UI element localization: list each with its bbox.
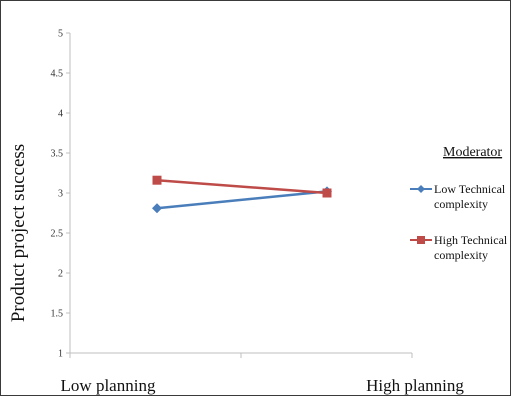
legend-marker-square [417,236,425,244]
y-tick-label: 3.5 [51,149,64,160]
legend-marker-diamond [417,185,425,193]
legend-label-high-technical-complexity: High Technical complexity [434,233,510,262]
series-layer [152,175,332,214]
y-tick-label: 1 [58,349,63,360]
legend-label-low-technical-complexity: Low Technical complexity [434,182,508,211]
data-point-high-technical-complexity [322,188,332,198]
data-point-low-technical-complexity [152,203,162,214]
y-tick-label: 4.5 [51,69,64,80]
series-line-high-technical-complexity [156,178,328,195]
data-point-high-technical-complexity [152,175,162,185]
x-category-label-low-planning: Low planning [61,376,156,395]
x-axis [69,352,413,358]
y-tick-label: 1.5 [51,309,64,320]
series-line-low-technical-complexity [156,190,328,210]
legend-item-high-technical-complexity: High Technical complexity [410,233,510,262]
y-tick-label: 2 [58,269,63,280]
legend: Moderator Low Technical complexity High … [410,145,510,262]
legend-item-low-technical-complexity: Low Technical complexity [410,182,508,211]
y-axis-label: Product project success [8,144,29,322]
y-tick-label: 4 [58,109,63,120]
y-tick-label: 5 [58,29,63,40]
y-axis: 1 1.5 2 2.5 3 3.5 4 4.5 5 [51,29,71,360]
y-tick-label: 3 [58,189,63,200]
y-tick-label: 2.5 [51,229,64,240]
x-category-label-high-planning: High planning [366,376,464,395]
legend-title: Moderator [443,145,502,160]
